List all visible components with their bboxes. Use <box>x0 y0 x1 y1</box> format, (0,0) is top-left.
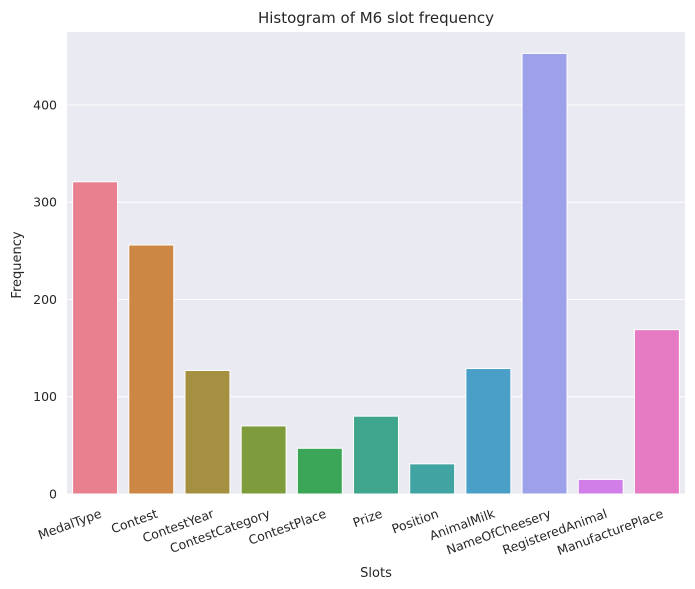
y-tick-label: 400 <box>33 97 57 112</box>
x-tick-label: MedalType <box>36 506 104 543</box>
y-tick-labels: 0 100 200 300 400 <box>33 97 57 501</box>
bar-medaltype <box>72 181 119 495</box>
y-tick-label: 200 <box>33 292 57 307</box>
y-tick-label: 300 <box>33 195 57 210</box>
x-tick-labels: MedalType ContestContestYearContestCatego… <box>36 505 666 558</box>
bar-contestplace <box>296 447 343 495</box>
chart-title: Histogram of M6 slot frequency <box>258 9 494 27</box>
bar-prize <box>353 415 399 495</box>
bar-manufactureplace <box>633 329 680 495</box>
bar-contest <box>128 244 175 495</box>
y-tick-label: 0 <box>49 487 57 502</box>
x-axis-label: Slots <box>360 566 392 581</box>
y-axis-label: Frequency <box>10 231 25 298</box>
bars <box>72 52 680 495</box>
bar-contestcategory <box>240 425 287 495</box>
bar-animalmilk <box>465 368 512 495</box>
bar-contestyear <box>184 369 231 495</box>
bar-position <box>409 463 456 495</box>
y-tick-label: 100 <box>33 389 57 404</box>
x-tick-label: Prize <box>351 506 385 531</box>
bar-registeredanimal <box>577 478 624 495</box>
bar-nameofcheesery <box>521 52 568 495</box>
